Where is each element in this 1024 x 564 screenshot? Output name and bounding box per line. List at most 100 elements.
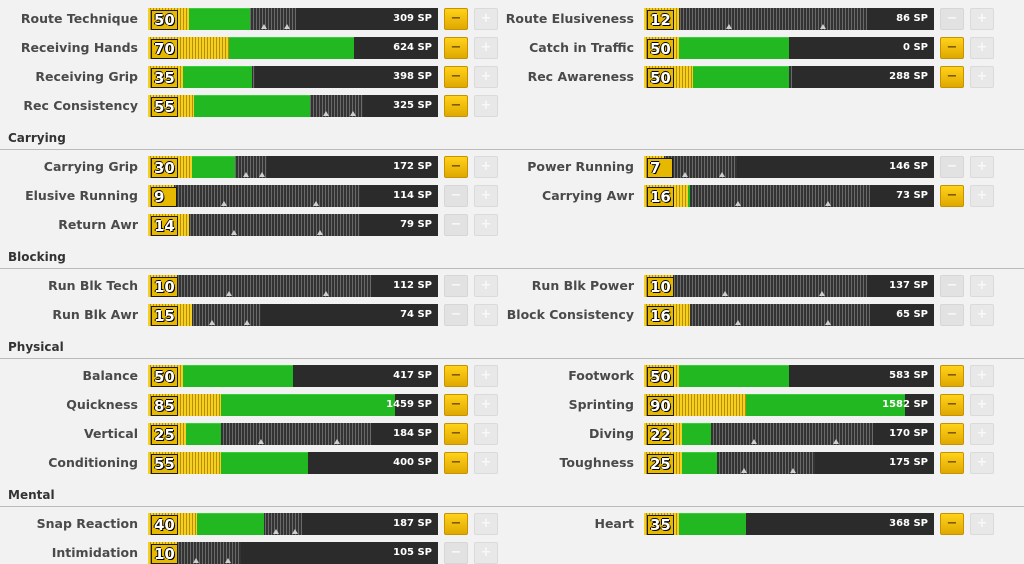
level-number: 90 [647,396,674,416]
decrease-button[interactable]: − [940,185,964,207]
increase-button[interactable]: + [970,423,994,445]
increase-button[interactable]: + [474,275,498,297]
threshold-marker-icon [244,320,250,325]
decrease-button[interactable]: − [444,423,468,445]
increase-button[interactable]: + [970,304,994,326]
increase-button[interactable]: + [474,394,498,416]
threshold-marker-icon [722,291,728,296]
skill-bar: 10 137 SP [644,275,934,297]
decrease-button[interactable]: − [444,394,468,416]
decrease-button[interactable]: − [940,8,964,30]
decrease-button[interactable]: − [940,275,964,297]
decrease-button[interactable]: − [444,156,468,178]
increase-button[interactable]: + [474,66,498,88]
decrease-button[interactable]: − [444,542,468,564]
level-number: 50 [647,367,674,387]
skill-label: Heart [594,516,634,531]
increase-button[interactable]: + [474,304,498,326]
threshold-marker-icon [741,468,747,473]
skill-bar: 10 105 SP [148,542,438,564]
decrease-button[interactable]: − [940,513,964,535]
decrease-button[interactable]: − [444,275,468,297]
skill-points: 65 SP [896,309,928,320]
decrease-button[interactable]: − [444,304,468,326]
increase-button[interactable]: + [474,8,498,30]
section-title: Blocking [8,250,66,264]
skill-label: Run Blk Power [531,278,634,293]
skill-bar: 70 624 SP [148,37,438,59]
skill-label: Snap Reaction [36,516,138,531]
skill-bar: 25 175 SP [644,452,934,474]
threshold-marker-icon [820,24,826,29]
level-number: 50 [151,367,178,387]
skill-bar: 16 73 SP [644,185,934,207]
decrease-button[interactable]: − [940,304,964,326]
decrease-button[interactable]: − [444,214,468,236]
increase-button[interactable]: + [474,156,498,178]
skill-label: Rec Consistency [23,98,138,113]
skill-bar: 50 583 SP [644,365,934,387]
threshold-marker-icon [221,201,227,206]
skill-points: 624 SP [393,42,432,53]
increase-button[interactable]: + [474,95,498,117]
decrease-button[interactable]: − [444,513,468,535]
increase-button[interactable]: + [970,156,994,178]
skill-bar: 14 79 SP [148,214,438,236]
skill-label: Toughness [559,455,634,470]
increase-button[interactable]: + [970,452,994,474]
skill-label: Rec Awareness [527,69,634,84]
level-number: 55 [151,454,178,474]
increase-button[interactable]: + [970,365,994,387]
decrease-button[interactable]: − [444,66,468,88]
decrease-button[interactable]: − [940,423,964,445]
increase-button[interactable]: + [970,8,994,30]
decrease-button[interactable]: − [444,185,468,207]
decrease-button[interactable]: − [940,37,964,59]
increase-button[interactable]: + [474,542,498,564]
threshold-marker-icon [243,172,249,177]
skill-points: 73 SP [896,190,928,201]
decrease-button[interactable]: − [444,95,468,117]
threshold-marker-icon [259,172,265,177]
increase-button[interactable]: + [474,214,498,236]
increase-button[interactable]: + [970,37,994,59]
increase-button[interactable]: + [474,37,498,59]
threshold-marker-icon [292,529,298,534]
skill-row-block-consistency: Block Consistency 16 65 SP − + [496,304,996,326]
decrease-button[interactable]: − [444,452,468,474]
skill-row-power-running: Power Running 7 146 SP − + [496,156,996,178]
decrease-button[interactable]: − [940,156,964,178]
increase-button[interactable]: + [970,66,994,88]
skill-label: Sprinting [568,397,634,412]
threshold-marker-icon [323,291,329,296]
section-header-physical: Physical [0,337,1024,359]
increase-button[interactable]: + [474,365,498,387]
decrease-button[interactable]: − [940,452,964,474]
decrease-button[interactable]: − [940,394,964,416]
skill-label: Footwork [568,368,634,383]
increase-button[interactable]: + [474,423,498,445]
skill-row-carrying-grip: Carrying Grip 30 172 SP − + [0,156,500,178]
increase-button[interactable]: + [970,275,994,297]
decrease-button[interactable]: − [444,365,468,387]
level-number: 30 [151,158,178,178]
decrease-button[interactable]: − [444,8,468,30]
increase-button[interactable]: + [474,513,498,535]
cap-striped-zone [148,275,371,297]
level-number: 50 [647,68,674,88]
increase-button[interactable]: + [474,185,498,207]
increase-button[interactable]: + [970,513,994,535]
skill-label: Catch in Traffic [529,40,634,55]
increase-button[interactable]: + [474,452,498,474]
skill-points: 79 SP [400,219,432,230]
level-number: 85 [151,396,178,416]
decrease-button[interactable]: − [940,66,964,88]
threshold-marker-icon [819,291,825,296]
increase-button[interactable]: + [970,185,994,207]
threshold-marker-icon [261,24,267,29]
decrease-button[interactable]: − [940,365,964,387]
skill-bar: 50 0 SP [644,37,934,59]
increase-button[interactable]: + [970,394,994,416]
skill-row-receiving-grip: Receiving Grip 35 398 SP − + [0,66,500,88]
decrease-button[interactable]: − [444,37,468,59]
